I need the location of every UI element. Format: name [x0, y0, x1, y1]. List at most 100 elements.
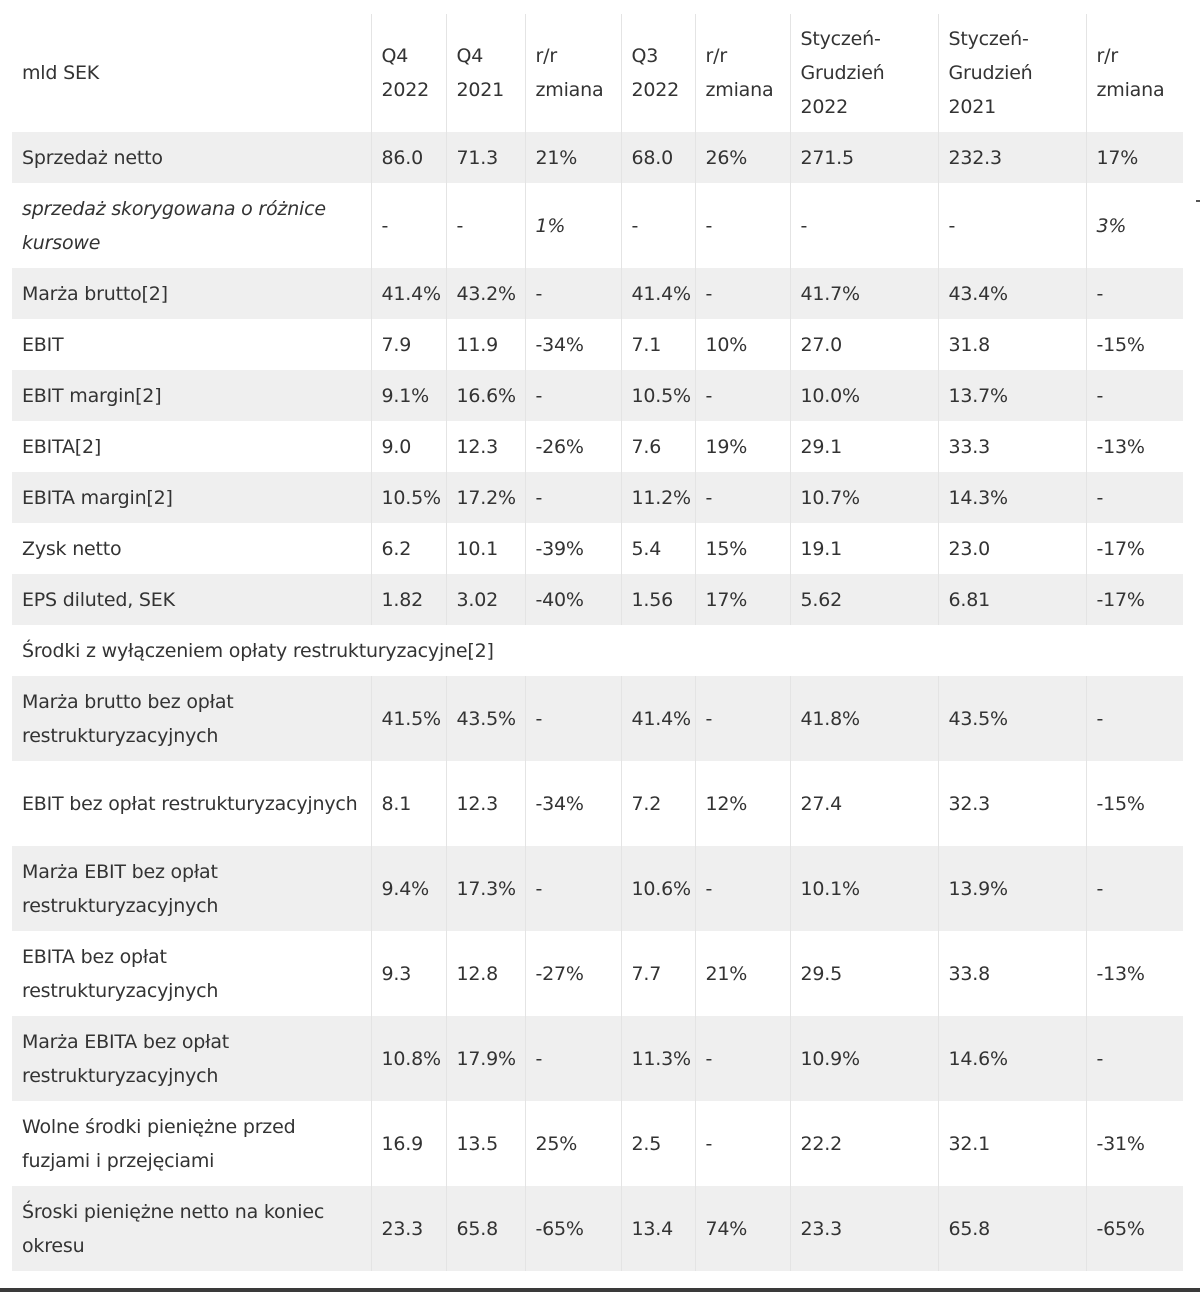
- table-cell: 25%: [525, 1101, 622, 1186]
- table-cell: 29.1: [790, 421, 939, 472]
- table-cell: 17%: [1086, 132, 1183, 183]
- table-cell: 17%: [695, 574, 791, 625]
- table-cell: 10.0%: [790, 370, 939, 421]
- table-cell: -: [695, 183, 791, 268]
- table-cell: 13.9%: [938, 846, 1087, 931]
- table-cell: 9.4%: [371, 846, 447, 931]
- table-cell: 16.9: [371, 1101, 447, 1186]
- table-row: EBITA margin[2] 10.5% 17.2% -11.2% -10.7% 14.…: [12, 472, 1183, 523]
- table-cell: 65.8: [938, 1186, 1087, 1271]
- table-cell: 71.3: [446, 132, 526, 183]
- table-cell: -: [695, 1101, 791, 1186]
- table-cell: -: [525, 472, 622, 523]
- row-label: EBIT: [12, 319, 372, 370]
- table-cell: 33.8: [938, 931, 1087, 1016]
- table-cell: 5.4: [621, 523, 696, 574]
- table-cell: -13%: [1086, 421, 1183, 472]
- row-label: Marża EBITA bez opłat restrukturyzacyjny…: [12, 1016, 372, 1101]
- table-cell: 14.3%: [938, 472, 1087, 523]
- table-cell: -13%: [1086, 931, 1183, 1016]
- table-cell: 21%: [695, 931, 791, 1016]
- table-cell: -: [446, 183, 526, 268]
- table-cell: 1.82: [371, 574, 447, 625]
- table-cell: 23.3: [790, 1186, 939, 1271]
- column-header: Styczeń-Grudzień 2022: [790, 14, 939, 132]
- table-cell: 9.1%: [371, 370, 447, 421]
- table-cell: 23.0: [938, 523, 1087, 574]
- table-cell: -: [938, 183, 1087, 268]
- table-cell: -39%: [525, 523, 622, 574]
- table-cell: 5.62: [790, 574, 939, 625]
- table-cell: 10.8%: [371, 1016, 447, 1101]
- row-label: Wolne środki pieniężne przed fuzjami i p…: [12, 1101, 372, 1186]
- table-cell: 17.2%: [446, 472, 526, 523]
- table-cell: 11.9: [446, 319, 526, 370]
- table-cell: -: [1086, 676, 1183, 761]
- table-cell: 10.7%: [790, 472, 939, 523]
- table-row: EBIT bez opłat restrukturyzacyjnych 8.1 12…: [12, 761, 1183, 846]
- table-cell: 15%: [695, 523, 791, 574]
- table-cell: 41.5%: [371, 676, 447, 761]
- table-cell: -: [1086, 472, 1183, 523]
- table-cell: 271.5: [790, 132, 939, 183]
- table-cell: 3%: [1086, 183, 1183, 268]
- table-row: Marża EBIT bez opłat restrukturyzacyjnyc…: [12, 846, 1183, 931]
- table-cell: -: [695, 846, 791, 931]
- row-label: Marża brutto[2]: [12, 268, 372, 319]
- table-cell: -40%: [525, 574, 622, 625]
- column-header: Q3 2022: [621, 14, 696, 132]
- table-cell: 10.6%: [621, 846, 696, 931]
- table-cell: -34%: [525, 319, 622, 370]
- table-row: EBIT margin[2] 9.1% 16.6% -10.5% -10.0% 13.7%…: [12, 370, 1183, 421]
- table-header-row: mld SEK Q4 2022 Q4 2021 r/r zmiana Q3 2022 r/…: [12, 14, 1183, 132]
- table-cell: -: [1086, 268, 1183, 319]
- table-cell: -: [695, 676, 791, 761]
- table-section-row: Środki z wyłączeniem opłaty restrukturyz…: [12, 625, 1183, 676]
- table-cell: 12.8: [446, 931, 526, 1016]
- table-cell: 26%: [695, 132, 791, 183]
- table-cell: 43.5%: [446, 676, 526, 761]
- table-cell: 23.3: [371, 1186, 447, 1271]
- table-row: EBITA[2] 9.0 12.3 -26% 7.6 19% 29.1 33.3 -13%: [12, 421, 1183, 472]
- table-cell: -26%: [525, 421, 622, 472]
- table-cell: 9.0: [371, 421, 447, 472]
- table-cell: 68.0: [621, 132, 696, 183]
- table-cell: 7.2: [621, 761, 696, 846]
- table-cell: -: [621, 183, 696, 268]
- header-unit-label: mld SEK: [12, 14, 372, 132]
- table-cell: -: [525, 676, 622, 761]
- section-label: Środki z wyłączeniem opłaty restrukturyz…: [12, 625, 1183, 676]
- column-header: r/r zmiana: [1086, 14, 1183, 132]
- table-cell: -27%: [525, 931, 622, 1016]
- table-cell: 10.1: [446, 523, 526, 574]
- table-cell: 43.5%: [938, 676, 1087, 761]
- table-cell: 10%: [695, 319, 791, 370]
- table-cell: 41.4%: [621, 676, 696, 761]
- table-cell: 14.6%: [938, 1016, 1087, 1101]
- row-label: sprzedaż skorygowana o różnice kursowe: [12, 183, 372, 268]
- table-cell: -: [1086, 1016, 1183, 1101]
- table-row: Śroski pieniężne netto na koniec okresu 2…: [12, 1186, 1183, 1271]
- table-cell: 16.6%: [446, 370, 526, 421]
- table-cell: 1.56: [621, 574, 696, 625]
- row-label: EBITA bez opłat restrukturyzacyjnych: [12, 931, 372, 1016]
- table-cell: 7.1: [621, 319, 696, 370]
- table-cell: 33.3: [938, 421, 1087, 472]
- table-cell: -: [695, 370, 791, 421]
- table-cell: 41.4%: [371, 268, 447, 319]
- table-cell: 22.2: [790, 1101, 939, 1186]
- table-cell: 6.81: [938, 574, 1087, 625]
- table-cell: -: [695, 472, 791, 523]
- table-cell: 32.3: [938, 761, 1087, 846]
- table-cell: 3.02: [446, 574, 526, 625]
- table-row: EBIT 7.9 11.9 -34% 7.1 10% 27.0 31.8 -15%: [12, 319, 1183, 370]
- financial-results-table: mld SEK Q4 2022 Q4 2021 r/r zmiana Q3 2022 r/…: [12, 14, 1183, 1271]
- table-cell: -: [525, 268, 622, 319]
- table-cell: 6.2: [371, 523, 447, 574]
- table-cell: 19%: [695, 421, 791, 472]
- table-cell: -: [695, 268, 791, 319]
- table-cell: -: [790, 183, 939, 268]
- table-cell: -15%: [1086, 761, 1183, 846]
- table-cell: 7.6: [621, 421, 696, 472]
- row-label: EBIT bez opłat restrukturyzacyjnych: [12, 761, 372, 846]
